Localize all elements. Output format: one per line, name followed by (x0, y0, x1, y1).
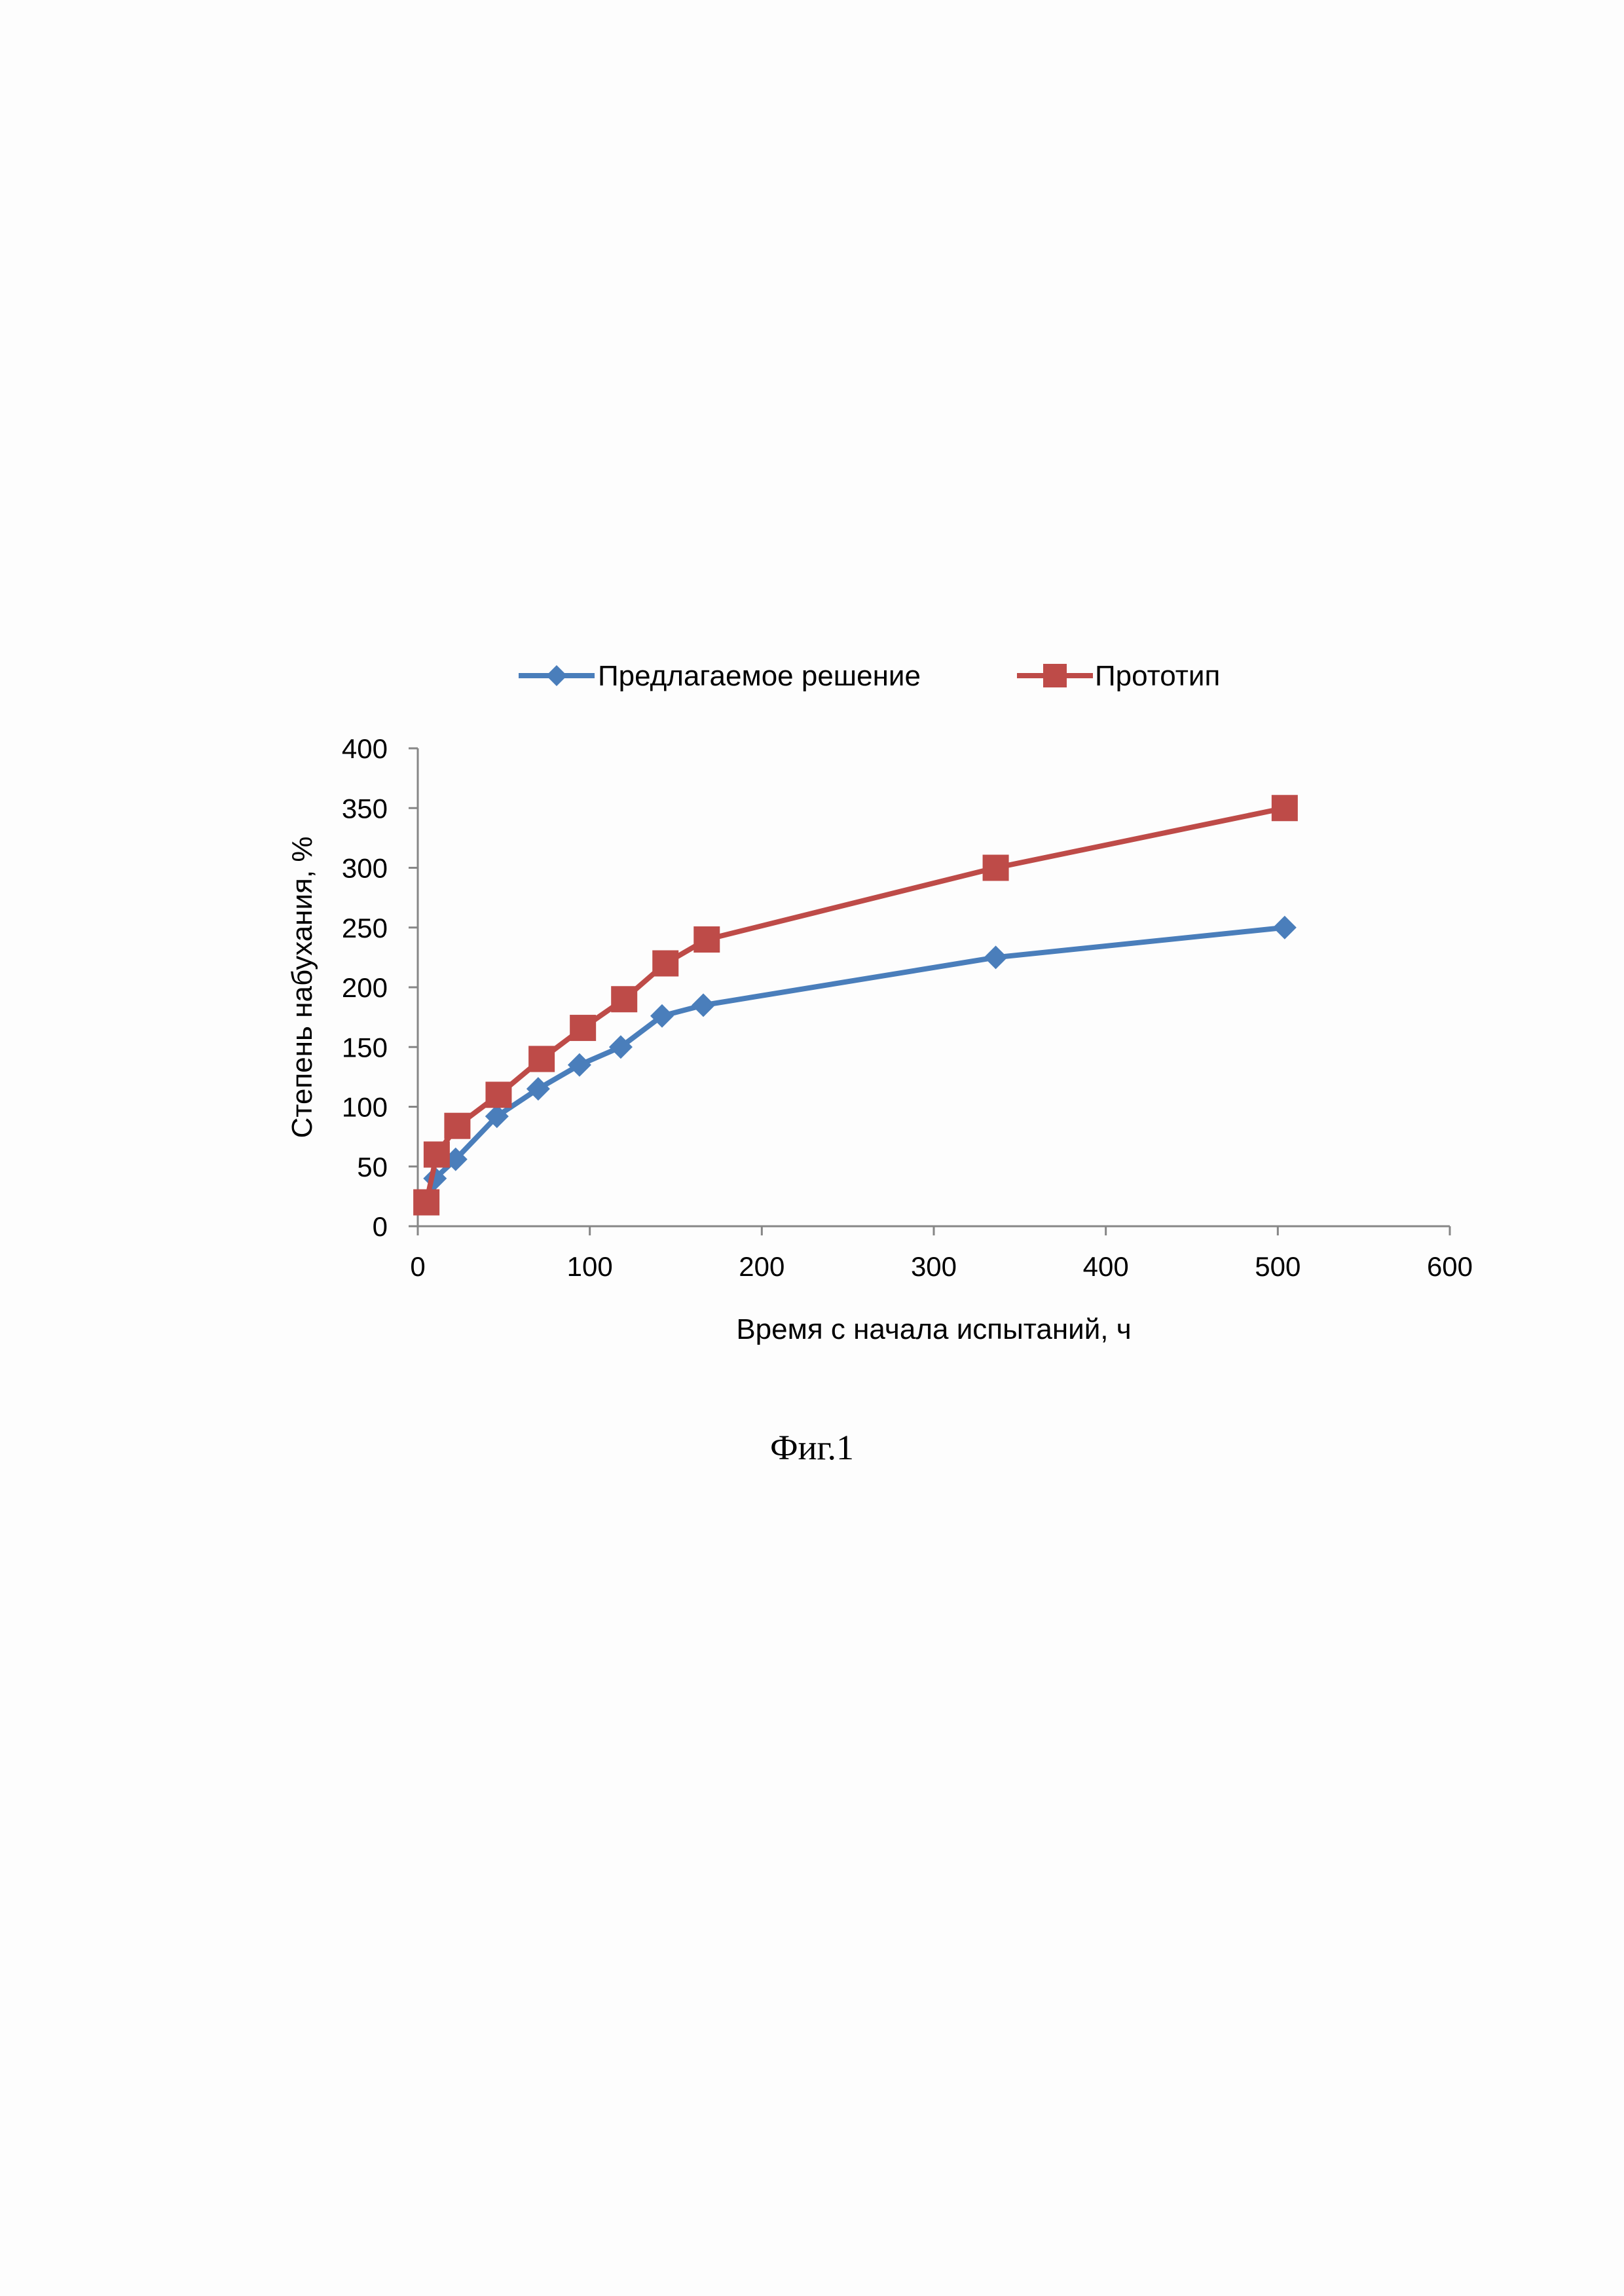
data-point-diamond (568, 1053, 591, 1077)
y-tick-label: 100 (342, 1092, 388, 1123)
data-point-square (983, 855, 1009, 881)
legend-marker-square (1043, 664, 1067, 687)
y-tick-label: 350 (342, 793, 388, 824)
data-point-square (570, 1015, 596, 1041)
x-tick-label: 500 (1255, 1251, 1301, 1282)
y-tick-label: 0 (373, 1211, 388, 1242)
y-tick-label: 150 (342, 1032, 388, 1063)
data-point-square (652, 951, 678, 977)
x-tick-label: 400 (1083, 1251, 1129, 1282)
legend-item-series-2: Прототип (1017, 660, 1220, 692)
x-tick-label: 300 (911, 1251, 957, 1282)
y-tick-label: 200 (342, 972, 388, 1003)
data-point-square (424, 1142, 450, 1168)
legend-item-series-1: Предлагаемое решение (519, 660, 921, 692)
legend-marker-diamond (546, 665, 567, 686)
data-point-diamond (984, 945, 1008, 969)
x-ticks: 0 100 200 300 400 500 600 (410, 1226, 1473, 1282)
y-tick-label: 250 (342, 913, 388, 943)
x-tick-label: 600 (1427, 1251, 1473, 1282)
data-point-square (485, 1082, 511, 1108)
x-axis-title: Время с начала испытаний, ч (736, 1313, 1131, 1345)
data-point-square (444, 1113, 470, 1139)
y-tick-label: 50 (357, 1152, 388, 1182)
data-point-square (1272, 795, 1298, 821)
legend-label-series-2: Прототип (1095, 660, 1220, 692)
data-point-square (611, 986, 637, 1012)
x-tick-label: 0 (410, 1251, 425, 1282)
y-axis-title: Степень набухания, % (286, 837, 318, 1139)
y-tick-label: 400 (342, 733, 388, 764)
data-point-square (528, 1046, 555, 1072)
series-1-line (426, 928, 1285, 1203)
data-point-square (693, 926, 720, 953)
x-tick-label: 100 (567, 1251, 613, 1282)
y-tick-label: 300 (342, 853, 388, 884)
series-layer (413, 795, 1298, 1215)
legend: Предлагаемое решение Прототип (519, 660, 1220, 692)
data-point-diamond (1273, 916, 1297, 939)
x-tick-label: 200 (739, 1251, 784, 1282)
data-point-diamond (692, 993, 715, 1017)
series-2-line (426, 808, 1285, 1202)
y-ticks: 0 50 100 150 200 250 300 350 400 (342, 733, 418, 1242)
legend-label-series-1: Предлагаемое решение (598, 660, 921, 692)
figure-caption: Фиг.1 (0, 1427, 1624, 1468)
data-point-square (413, 1190, 439, 1216)
